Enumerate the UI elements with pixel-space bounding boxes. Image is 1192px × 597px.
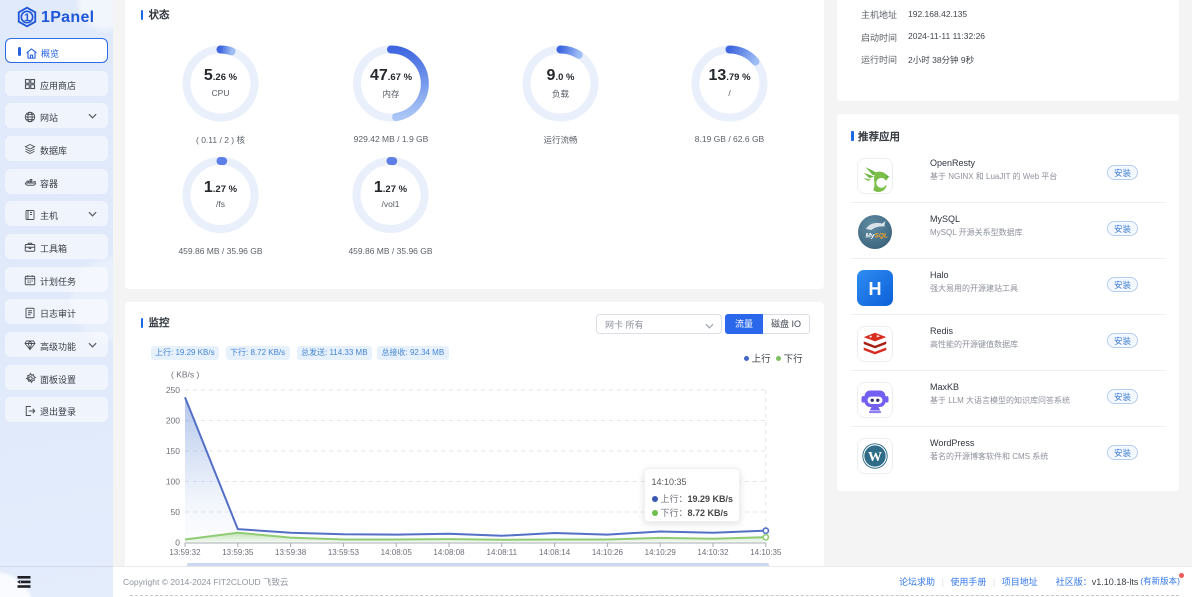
svg-text:13:59:32: 13:59:32 [169, 548, 201, 557]
svg-text:1: 1 [24, 12, 30, 24]
svg-text:14:10:29: 14:10:29 [645, 548, 677, 557]
svg-text:14:08:11: 14:08:11 [487, 548, 518, 557]
svg-text:13:59:53: 13:59:53 [328, 548, 360, 557]
svg-text:W: W [868, 450, 882, 465]
svg-text:100: 100 [166, 477, 180, 487]
svg-text:13:59:38: 13:59:38 [275, 548, 307, 557]
svg-text:14:08:08: 14:08:08 [433, 548, 465, 557]
svg-text:14:10:35: 14:10:35 [750, 548, 782, 557]
svg-text:My: My [866, 233, 875, 240]
svg-text:14:10:26: 14:10:26 [592, 548, 624, 557]
svg-text:13:59:35: 13:59:35 [222, 548, 254, 557]
svg-text:14:10:32: 14:10:32 [697, 548, 729, 557]
svg-text:250: 250 [166, 385, 180, 395]
svg-text:200: 200 [166, 416, 180, 426]
svg-text:SQL: SQL [875, 233, 888, 240]
svg-text:50: 50 [171, 507, 181, 517]
svg-text:14:08:14: 14:08:14 [539, 548, 571, 557]
svg-text:H: H [869, 279, 882, 299]
svg-text:150: 150 [166, 446, 180, 456]
svg-text:14:08:05: 14:08:05 [381, 548, 413, 557]
svg-text:0: 0 [175, 538, 180, 548]
svg-text:( KB/s ): ( KB/s ) [171, 370, 200, 380]
